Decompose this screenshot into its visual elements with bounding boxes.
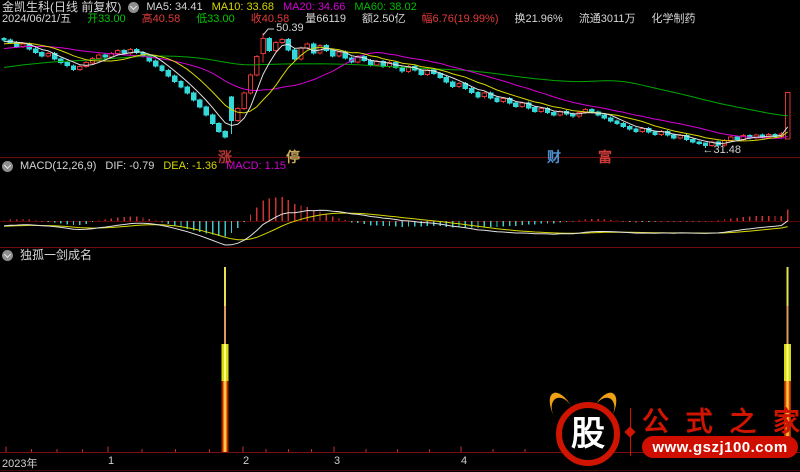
brand-name: 公式之家 [642, 400, 800, 439]
logo-character: 股 [571, 415, 605, 453]
axis-month-label: 3 [334, 455, 341, 467]
ma-value-label: MA60: 38.02 [354, 1, 417, 13]
ma-value-label: MA20: 34.66 [282, 1, 346, 13]
macd-value-label: DEA: -1.36 [163, 160, 218, 172]
stock-title: 金凯生科(日线 前复权) [2, 0, 122, 14]
indicator-panel-header: 独孤一剑成名 [2, 249, 92, 261]
quote-info-item: 2024/06/21/五 [2, 13, 72, 25]
ma-value-label: MA5: 34.41 [146, 1, 203, 13]
quote-info-row: 2024/06/21/五 开33.00 高40.58 低33.00 收40.58 量661… [2, 13, 704, 25]
macd-panel-header: MACD(12,26,9) DIF: -0.79 DEA: -1.36 MACD: 1… [2, 160, 295, 172]
quote-info-item: 流通3011万 [578, 13, 636, 25]
indicator-collapse-chevron-icon[interactable] [2, 249, 13, 261]
quote-info-item: 低33.00 [196, 13, 235, 25]
ma-value-label: MA10: 33.68 [211, 1, 274, 13]
quote-info-item: 化学制药 [651, 13, 696, 25]
axis-month-label: 4 [461, 455, 468, 467]
high-price-annotation: 50.39 [276, 22, 304, 34]
macd-values: MACD(12,26,9) DIF: -0.79 DEA: -1.36 MACD: 1… [20, 160, 295, 172]
signal-bars-layer [221, 267, 792, 452]
quote-info-item: 开33.00 [87, 13, 126, 25]
collapse-chevron-icon[interactable] [128, 1, 140, 13]
macd-collapse-chevron-icon[interactable] [2, 160, 13, 172]
quote-info-item: 量66119 [305, 13, 347, 25]
bull-logo-icon: 股 [556, 402, 620, 466]
site-watermark: 股 公式之家 www.gszj100.com [540, 388, 800, 470]
quote-info-item: 换21.96% [514, 13, 563, 25]
main-chart-header: 金凯生科(日线 前复权) MA5: 34.41 MA10: 33.68 MA20: … [2, 1, 426, 13]
diamond-icon [624, 426, 636, 438]
quote-info-item: 额2.50亿 [362, 13, 406, 25]
indicator-title: 独孤一剑成名 [20, 248, 93, 262]
macd-value-label: DIF: -0.79 [105, 160, 155, 172]
ticker-char: 涨 [218, 149, 232, 165]
macd-lines-layer [3, 209, 788, 246]
macd-value-label: MACD(12,26,9) [20, 160, 97, 172]
macd-value-label: MACD: 1.15 [226, 160, 287, 172]
brand-character: 公 [642, 407, 669, 437]
axis-month-label: 2 [243, 455, 250, 467]
low-price-annotation: ←31.48 [702, 144, 742, 156]
site-url-badge: www.gszj100.com [642, 436, 798, 458]
quote-info-item: 收40.58 [250, 13, 290, 25]
ma-lines-layer [3, 28, 789, 145]
frame-lines [0, 157, 800, 471]
ticker-char: 停 [286, 149, 300, 165]
ma-values: MA5: 34.41 MA10: 33.68 MA20: 34.66 MA60: 38… [146, 1, 425, 13]
axis-year-label: 2023年 [2, 458, 38, 470]
quote-info-item: 幅6.76(19.99%) [421, 13, 499, 25]
ticker-char: 富 [598, 149, 612, 165]
axis-month-label: 1 [108, 455, 115, 467]
brand-character: 式 [685, 407, 713, 437]
brand-character: 之 [729, 407, 757, 437]
brand-character: 家 [772, 407, 800, 437]
ticker-char: 财 [547, 149, 561, 165]
quote-info-item: 高40.58 [141, 13, 181, 25]
